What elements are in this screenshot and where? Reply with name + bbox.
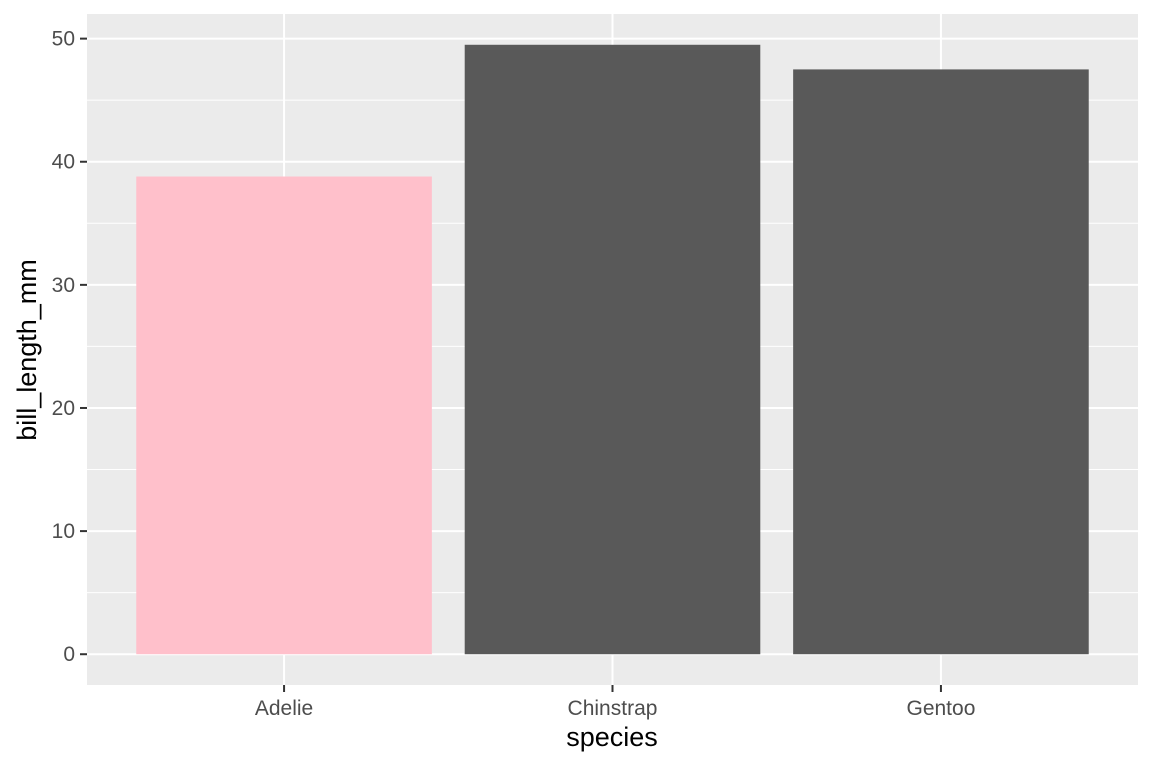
y-tick-label: 0 (63, 643, 75, 666)
y-tick-label: 10 (52, 520, 75, 543)
x-tick-label: Gentoo (906, 697, 975, 720)
bars-group (136, 44, 1089, 655)
y-tick-label: 50 (52, 28, 75, 51)
y-axis-title: bill_length_mm (12, 259, 42, 441)
x-axis-title: species (566, 722, 658, 752)
y-tick-label: 30 (52, 274, 75, 297)
bar-chinstrap (464, 44, 761, 655)
y-tick-label: 20 (52, 397, 75, 420)
bar-adelie (136, 176, 432, 655)
y-axis: 0 10 20 30 40 50 (52, 28, 87, 666)
bar-gentoo (793, 69, 1089, 655)
y-tick-label: 40 (52, 151, 75, 174)
x-tick-label: Adelie (255, 697, 313, 720)
x-axis: Adelie Chinstrap Gentoo (255, 685, 975, 720)
x-tick-label: Chinstrap (568, 697, 658, 720)
